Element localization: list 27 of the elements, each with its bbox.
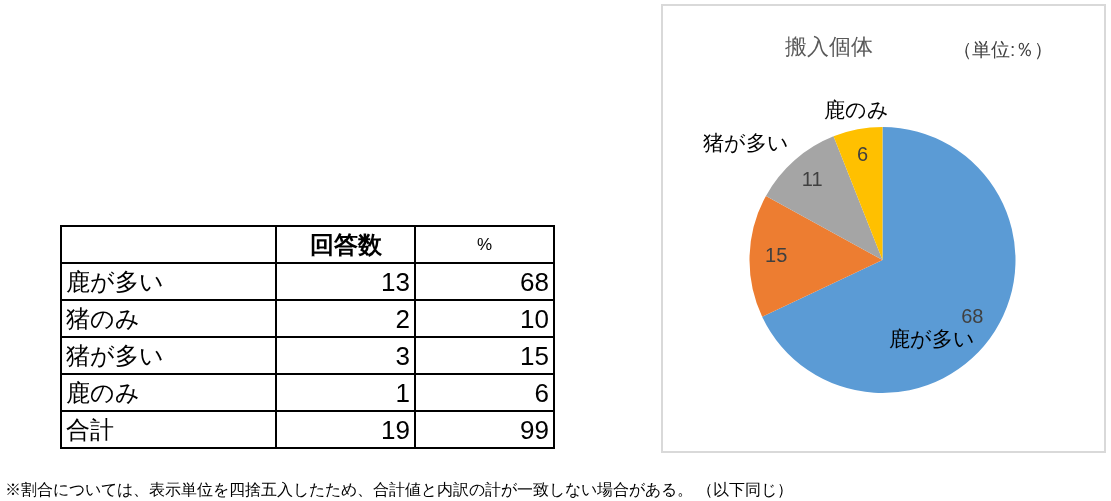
data-label: 11 — [801, 167, 823, 190]
category-label: 猪のみ — [61, 300, 276, 337]
slice-label: 鹿のみ — [823, 97, 889, 121]
text: % — [415, 226, 554, 263]
data-label: 68 — [961, 304, 984, 327]
data-label: 3 — [276, 337, 415, 374]
data-label: 1 — [276, 374, 415, 411]
chart-subtitle: （単位:％） — [953, 38, 1054, 62]
chart-title: 搬入個体 — [785, 33, 873, 61]
data-label: 6 — [857, 143, 869, 165]
slice-label: 鹿が多い — [889, 326, 976, 350]
data-label: 15 — [415, 337, 554, 374]
data-label: 68 — [415, 263, 554, 300]
text: 回答数 — [276, 226, 415, 263]
data-label: 15 — [765, 244, 788, 267]
category-label: 合計 — [61, 411, 276, 448]
data-label: 10 — [415, 300, 554, 337]
data-label: 2 — [276, 300, 415, 337]
category-label: 猪が多い — [61, 337, 276, 374]
slice-label: 猪が多い — [703, 130, 790, 154]
category-label: 鹿が多い — [61, 263, 276, 300]
data-label: 13 — [276, 263, 415, 300]
data-label: 99 — [415, 411, 554, 448]
data-label: 6 — [415, 374, 554, 411]
data-label: 19 — [276, 411, 415, 448]
text: ※割合については、表示単位を四捨五入したため、合計値と内訳の計が一致しない場合がある。 （以下同じ） — [5, 480, 793, 500]
category-label: 鹿のみ — [61, 374, 276, 411]
